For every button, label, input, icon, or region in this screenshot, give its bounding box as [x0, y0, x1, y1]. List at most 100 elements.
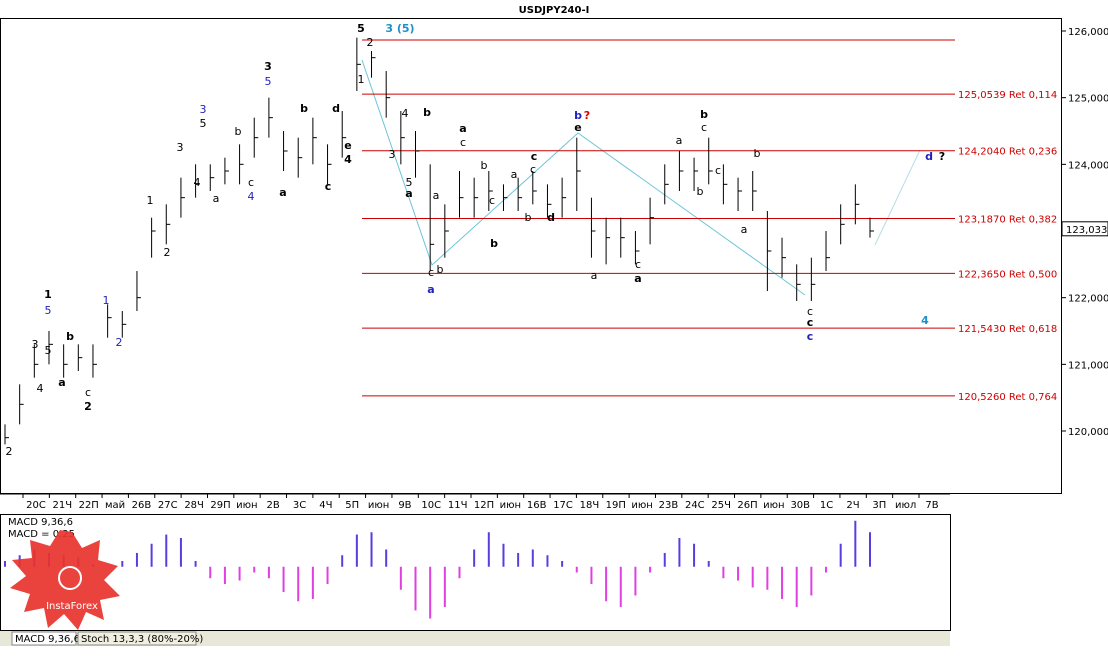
- x-tick-label: 10С: [421, 500, 441, 511]
- wave-label: b: [525, 211, 532, 224]
- x-tick-label: 18Ч: [580, 500, 600, 511]
- x-tick-label: июн: [763, 500, 784, 511]
- wave-label: c: [807, 305, 813, 318]
- wave-label: 2: [116, 336, 123, 349]
- macd-value: MACD = 0.25: [8, 529, 75, 540]
- x-tick-label: 25Ч: [711, 500, 731, 511]
- x-tick-label: 5П: [345, 500, 359, 511]
- y-tick-label: 125,000: [1068, 94, 1108, 105]
- wave-label: a: [427, 283, 434, 296]
- wave-label: c: [489, 194, 495, 207]
- wave-projection: [874, 149, 921, 246]
- wave-label: 4: [402, 107, 409, 120]
- wave-label: b: [423, 106, 431, 119]
- wave-label: 3: [32, 338, 39, 351]
- wave-label: b: [300, 102, 308, 115]
- wave-label: 5: [45, 304, 52, 317]
- x-tick-label: 3С: [293, 500, 306, 511]
- wave-label: a: [676, 134, 683, 147]
- wave-label: 2: [367, 36, 374, 49]
- logo: InstaForex: [10, 530, 120, 630]
- wave-label: 4: [344, 153, 352, 166]
- x-tick-label: 9В: [398, 500, 411, 511]
- wave-label: 3: [264, 60, 272, 73]
- wave-label: 3 (5): [385, 22, 414, 35]
- wave-label: c: [530, 163, 536, 176]
- x-tick-label: май: [105, 500, 125, 511]
- wave-label: a: [591, 269, 598, 282]
- wave-label: b: [490, 237, 498, 250]
- wave-label: 2: [84, 400, 92, 413]
- wave-label: b: [66, 330, 74, 343]
- wave-label: 5: [265, 75, 272, 88]
- y-tick-label: 121,000: [1068, 360, 1108, 371]
- wave-line: [361, 59, 806, 296]
- x-tick-label: 2Ч: [846, 500, 859, 511]
- wave-label: a: [459, 122, 466, 135]
- wave-label: 4: [921, 314, 929, 327]
- wave-label: b: [754, 147, 761, 160]
- tab-strip: [0, 631, 950, 646]
- wave-label: d: [925, 150, 933, 163]
- level-label: 122,3650 Ret 0,500: [958, 269, 1057, 280]
- wave-label: b: [700, 108, 708, 121]
- wave-label: c: [325, 180, 332, 193]
- level-label: 125,0539 Ret 0,114: [958, 90, 1057, 101]
- tab-label[interactable]: Stoch 13,3,3 (80%-20%): [81, 634, 203, 645]
- y-tick-label: 120,000: [1068, 427, 1108, 438]
- logo-text: InstaForex: [46, 601, 98, 612]
- price-box: [1061, 221, 1108, 237]
- level-label: 120,5260 Ret 0,764: [958, 392, 1057, 403]
- wave-label: c: [531, 150, 538, 163]
- x-tick-label: 27С: [158, 500, 178, 511]
- wave-label: a: [58, 376, 65, 389]
- wave-label: a: [405, 187, 412, 200]
- wave-label: 4: [37, 382, 44, 395]
- level-label: 123,1870 Ret 0,382: [958, 215, 1057, 226]
- wave-label: a: [511, 168, 518, 181]
- wave-label: a: [213, 192, 220, 205]
- wave-label: 5: [357, 22, 365, 35]
- x-tick-label: июн: [236, 500, 257, 511]
- wave-label: ?: [939, 150, 945, 163]
- wave-label: c: [807, 316, 814, 329]
- wave-label: a: [634, 272, 641, 285]
- wave-label: 1: [358, 73, 365, 86]
- x-tick-label: 1С: [820, 500, 833, 511]
- wave-label: c: [635, 258, 641, 271]
- chart-title: USDJPY240-I: [519, 5, 590, 16]
- x-tick-label: 21Ч: [53, 500, 73, 511]
- x-tick-label: июл: [895, 500, 916, 511]
- x-tick-label: 12П: [474, 500, 494, 511]
- wave-label: e: [574, 121, 581, 134]
- wave-label: c: [701, 121, 707, 134]
- wave-label: 3: [200, 103, 207, 116]
- wave-label: b: [235, 125, 242, 138]
- wave-label: 5: [200, 117, 207, 130]
- x-tick-label: 3П: [872, 500, 886, 511]
- wave-label: 2: [6, 445, 13, 458]
- x-tick-label: 17С: [553, 500, 573, 511]
- wave-label: d: [332, 102, 340, 115]
- tab[interactable]: [77, 631, 197, 646]
- wave-label: c: [85, 386, 91, 399]
- x-tick-label: 23В: [659, 500, 679, 511]
- macd-panel: [0, 514, 951, 631]
- wave-label: c: [460, 136, 466, 149]
- wave-label: e: [344, 139, 351, 152]
- wave-label: 5: [406, 176, 413, 189]
- x-tick-label: 19П: [606, 500, 626, 511]
- y-tick-label: 126,000: [1068, 27, 1108, 38]
- wave-label: 1: [103, 294, 110, 307]
- tab-label[interactable]: MACD 9,36,6: [15, 634, 80, 645]
- x-tick-label: 24С: [685, 500, 705, 511]
- wave-label: c: [248, 176, 254, 189]
- tab[interactable]: [11, 631, 77, 646]
- wave-label: ?: [584, 109, 590, 122]
- wave-label: 4: [248, 190, 255, 203]
- x-tick-label: 16В: [527, 500, 547, 511]
- wave-label: b: [437, 263, 444, 276]
- x-tick-label: июн: [368, 500, 389, 511]
- x-tick-label: 26П: [737, 500, 757, 511]
- x-tick-label: 29П: [210, 500, 230, 511]
